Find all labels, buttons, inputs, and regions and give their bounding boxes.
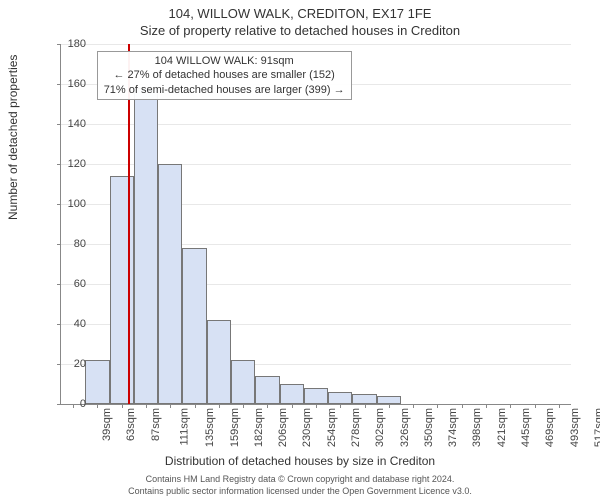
y-tick-label: 60 — [46, 278, 86, 290]
title-main: 104, WILLOW WALK, CREDITON, EX17 1FE — [0, 0, 600, 21]
x-tick-label: 302sqm — [374, 408, 386, 447]
footer-line-1: Contains HM Land Registry data © Crown c… — [0, 474, 600, 486]
x-tick-mark — [340, 404, 341, 408]
y-tick-label: 140 — [46, 118, 86, 130]
histogram-bar — [134, 88, 158, 404]
y-tick-label: 100 — [46, 198, 86, 210]
chart-plot-area: 104 WILLOW WALK: 91sqm← 27% of detached … — [60, 44, 571, 405]
x-tick-label: 445sqm — [520, 408, 532, 447]
histogram-bar — [85, 360, 109, 404]
x-tick-mark — [97, 404, 98, 408]
histogram-bar — [280, 384, 304, 404]
x-tick-mark — [219, 404, 220, 408]
x-tick-mark — [170, 404, 171, 408]
x-tick-label: 206sqm — [277, 408, 289, 447]
x-tick-mark — [389, 404, 390, 408]
x-tick-mark — [146, 404, 147, 408]
x-tick-mark — [437, 404, 438, 408]
histogram-bar — [182, 248, 206, 404]
annotation-line: 71% of semi-detached houses are larger (… — [104, 83, 345, 97]
x-tick-label: 63sqm — [125, 408, 137, 441]
x-tick-mark — [486, 404, 487, 408]
y-tick-label: 180 — [46, 38, 86, 50]
y-tick-label: 20 — [46, 358, 86, 370]
x-tick-label: 182sqm — [253, 408, 265, 447]
x-tick-mark — [122, 404, 123, 408]
x-tick-label: 254sqm — [326, 408, 338, 447]
x-tick-label: 230sqm — [302, 408, 314, 447]
histogram-bar — [377, 396, 401, 404]
y-axis-label: Number of detached properties — [6, 55, 20, 220]
annotation-box: 104 WILLOW WALK: 91sqm← 27% of detached … — [97, 51, 352, 100]
x-tick-mark — [243, 404, 244, 408]
x-tick-label: 135sqm — [204, 408, 216, 447]
title-sub: Size of property relative to detached ho… — [0, 21, 600, 38]
x-tick-label: 517sqm — [593, 408, 600, 447]
x-tick-label: 421sqm — [496, 408, 508, 447]
x-tick-mark — [365, 404, 366, 408]
y-tick-label: 80 — [46, 238, 86, 250]
x-tick-mark — [510, 404, 511, 408]
histogram-bar — [304, 388, 328, 404]
x-tick-label: 278sqm — [350, 408, 362, 447]
gridline — [61, 44, 571, 45]
x-tick-label: 493sqm — [569, 408, 581, 447]
histogram-bar — [352, 394, 376, 404]
x-tick-label: 39sqm — [101, 408, 113, 441]
histogram-bar — [231, 360, 255, 404]
y-tick-label: 120 — [46, 158, 86, 170]
x-tick-mark — [559, 404, 560, 408]
annotation-line: ← 27% of detached houses are smaller (15… — [104, 68, 345, 82]
histogram-bar — [255, 376, 279, 404]
x-tick-mark — [462, 404, 463, 408]
y-tick-label: 160 — [46, 78, 86, 90]
x-tick-label: 326sqm — [399, 408, 411, 447]
histogram-bar — [328, 392, 352, 404]
annotation-line: 104 WILLOW WALK: 91sqm — [104, 54, 345, 68]
x-axis-label: Distribution of detached houses by size … — [0, 454, 600, 468]
footer-line-2: Contains public sector information licen… — [0, 486, 600, 498]
chart-container: 104, WILLOW WALK, CREDITON, EX17 1FE Siz… — [0, 0, 600, 500]
x-tick-label: 398sqm — [472, 408, 484, 447]
x-tick-mark — [316, 404, 317, 408]
histogram-bar — [207, 320, 231, 404]
x-tick-mark — [267, 404, 268, 408]
x-tick-label: 350sqm — [423, 408, 435, 447]
x-tick-mark — [535, 404, 536, 408]
y-tick-label: 0 — [46, 398, 86, 410]
footer-attribution: Contains HM Land Registry data © Crown c… — [0, 474, 600, 497]
x-tick-mark — [413, 404, 414, 408]
x-tick-label: 111sqm — [179, 408, 191, 446]
x-tick-label: 469sqm — [544, 408, 556, 447]
x-tick-label: 159sqm — [229, 408, 241, 447]
y-tick-label: 40 — [46, 318, 86, 330]
x-tick-mark — [195, 404, 196, 408]
x-tick-mark — [292, 404, 293, 408]
x-tick-label: 87sqm — [150, 408, 162, 441]
x-tick-label: 374sqm — [447, 408, 459, 447]
histogram-bar — [158, 164, 182, 404]
